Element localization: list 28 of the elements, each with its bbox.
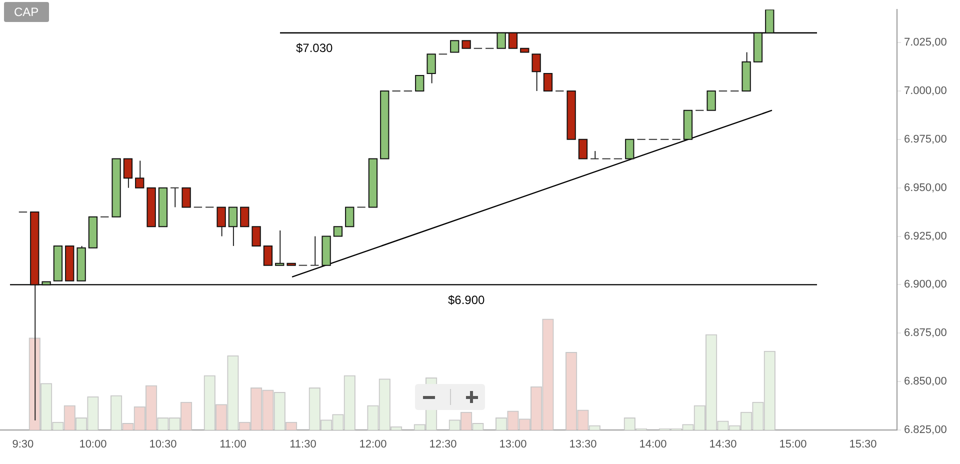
y-tick-label: 6.825,00	[904, 424, 947, 436]
y-tick-label: 6.975,00	[904, 133, 947, 146]
y-tick-label: 6.850,00	[904, 376, 947, 388]
y-tick-label: 6.950,00	[904, 182, 947, 194]
x-tick-label: 12:30	[429, 438, 457, 451]
x-tick-label: 11:00	[220, 438, 246, 451]
ref-line-label: $6.900	[448, 293, 486, 308]
y-tick-label: 6.875,00	[904, 327, 947, 340]
x-tick-label: 10:00	[79, 438, 107, 451]
x-tick-label: 11:30	[290, 438, 316, 451]
x-tick-label: 15:30	[849, 438, 877, 451]
y-tick-label: 6.900,00	[904, 278, 947, 291]
chart-title: CAP	[4, 2, 49, 22]
x-tick-label: 14:30	[709, 438, 737, 451]
x-tick-label: 9:30	[12, 438, 34, 451]
x-tick-label: 10:30	[149, 438, 177, 451]
x-tick-label: 13:00	[499, 438, 527, 451]
x-tick-label: 13:30	[569, 438, 597, 451]
y-tick-label: 6.925,00	[904, 230, 947, 242]
y-tick-label: 7.000,00	[904, 85, 947, 97]
candlestick	[170, 187, 180, 208]
x-tick-label: 14:00	[639, 438, 667, 451]
candlestick	[310, 236, 320, 266]
candlestick	[590, 150, 600, 160]
x-tick-label: 15:00	[779, 438, 807, 451]
x-tick-label: 12:00	[359, 438, 387, 451]
ref-line-label: $7.030	[296, 41, 334, 56]
y-tick-label: 7.025,00	[904, 36, 947, 49]
